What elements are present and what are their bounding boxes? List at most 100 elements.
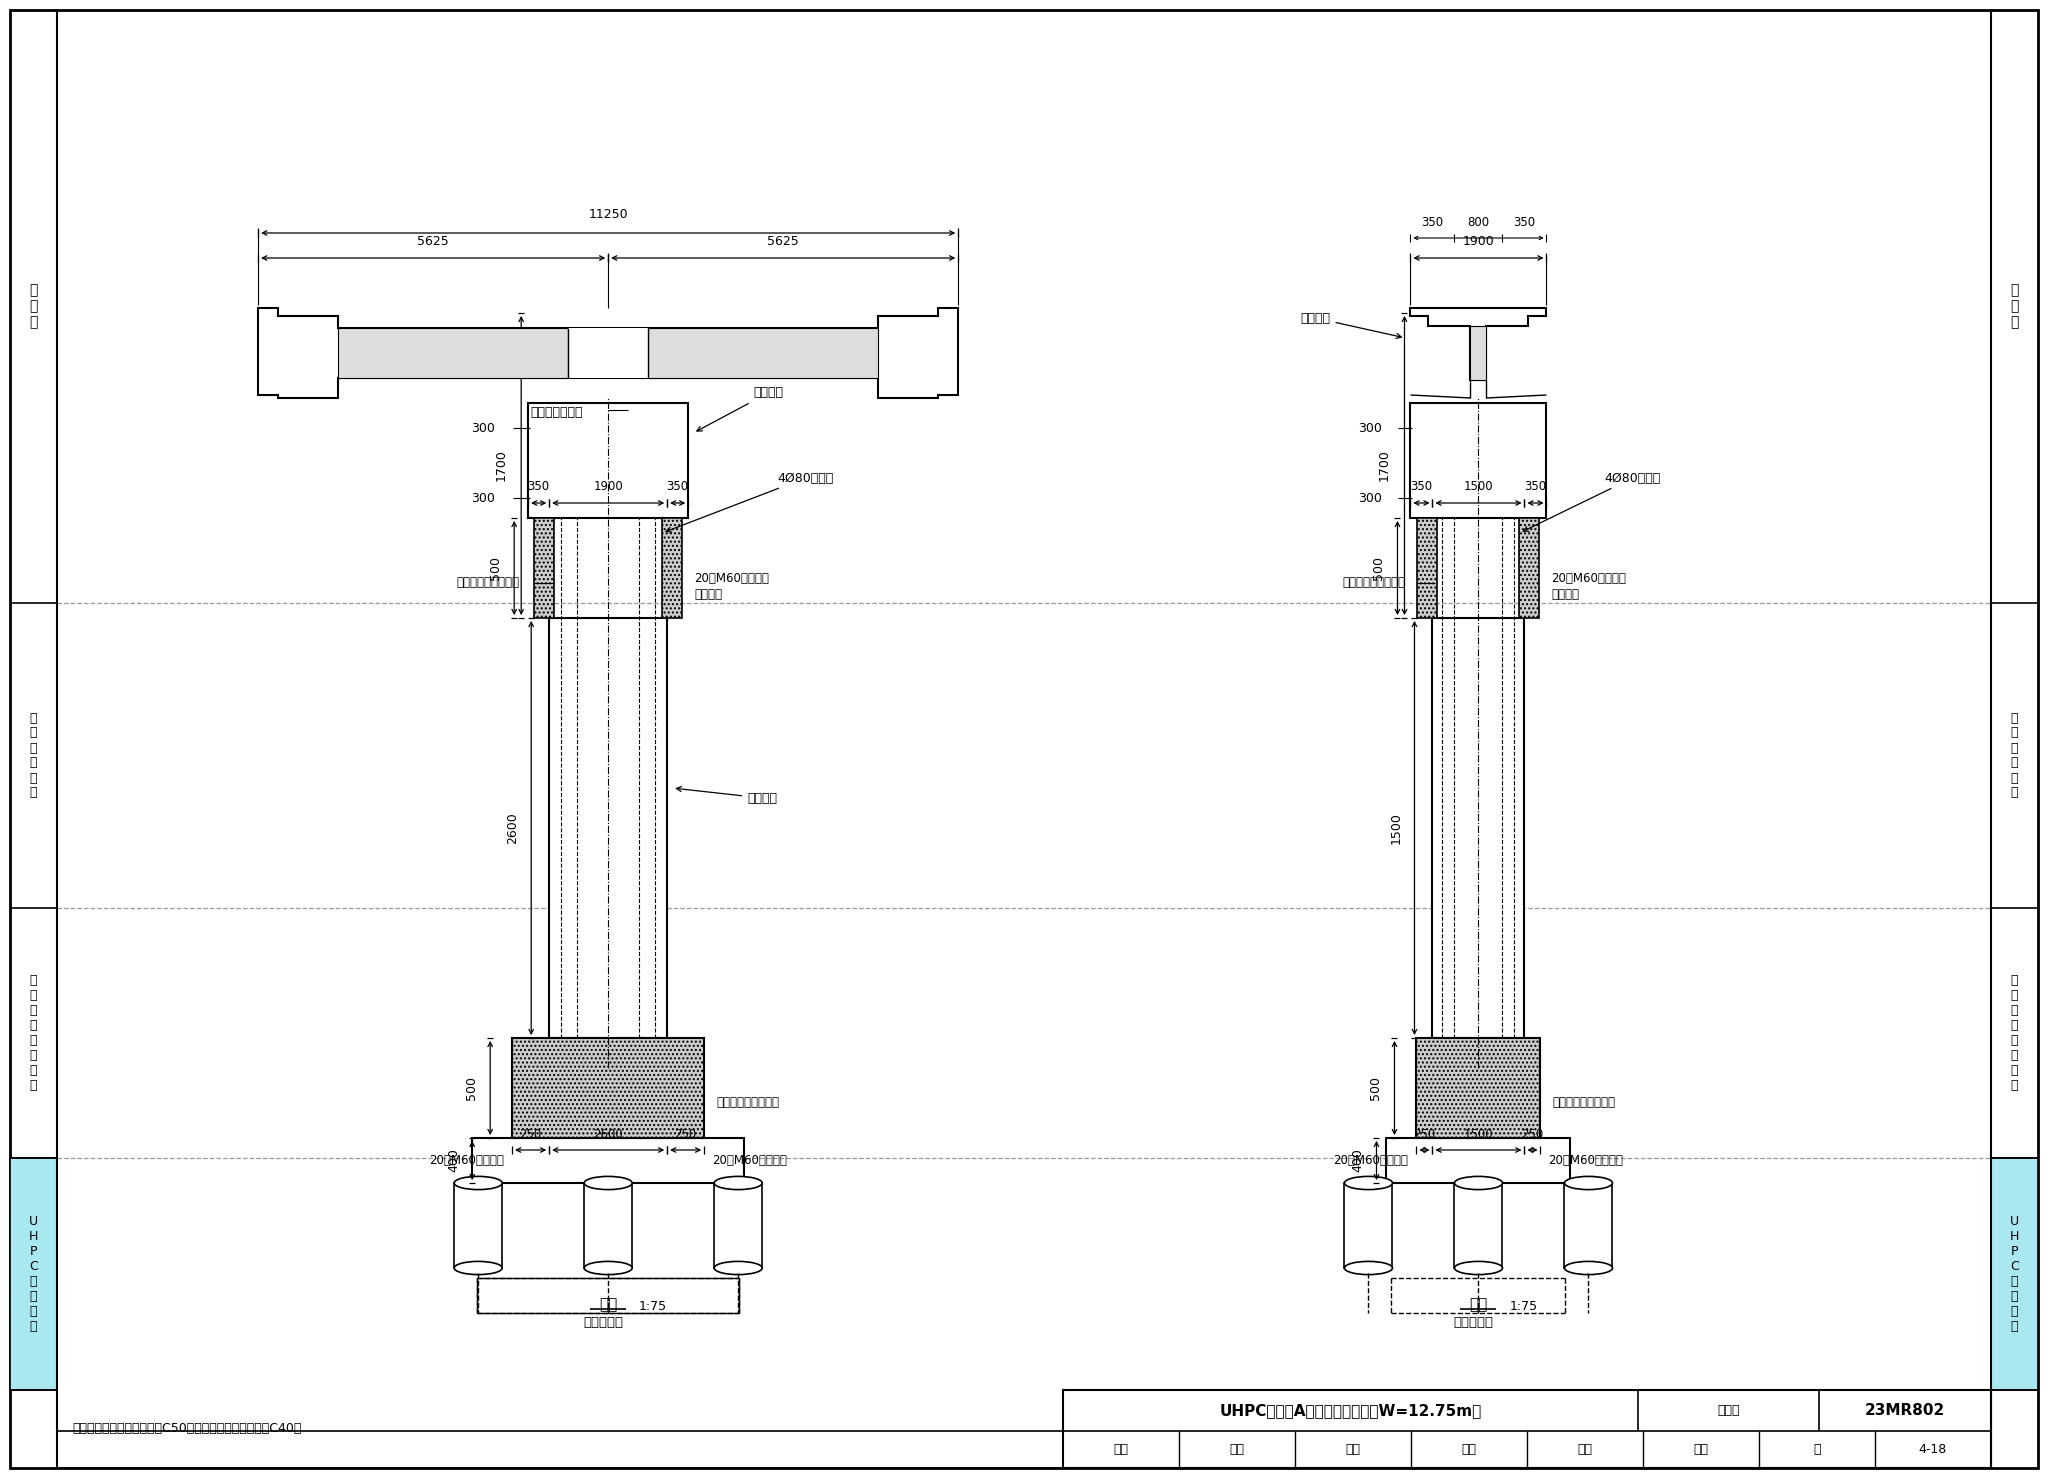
Text: 500: 500: [1372, 556, 1386, 579]
Text: 20厚M60砂浆垫层: 20厚M60砂浆垫层: [1548, 1153, 1624, 1166]
Text: 20厚M60砂浆垫层: 20厚M60砂浆垫层: [1333, 1153, 1409, 1166]
Text: 桥墩结构中心线: 桥墩结构中心线: [530, 406, 584, 420]
Text: 250: 250: [1413, 1128, 1436, 1141]
Text: 小
箱
梁: 小 箱 梁: [2011, 284, 2019, 330]
Polygon shape: [1411, 307, 1546, 380]
Bar: [1343, 1182, 1393, 1268]
Text: 350: 350: [1513, 216, 1536, 229]
Text: 苏盈: 苏盈: [1462, 1443, 1477, 1456]
Bar: [1470, 327, 1487, 380]
Bar: [1411, 403, 1546, 517]
Text: 图集号: 图集号: [1718, 1404, 1741, 1417]
Text: 套
筒
连
接
桥
墩: 套 筒 连 接 桥 墩: [2011, 711, 2017, 800]
Text: 赵鹏: 赵鹏: [1694, 1443, 1708, 1456]
Text: 2600: 2600: [594, 1128, 623, 1141]
Ellipse shape: [1454, 1261, 1503, 1274]
Text: 300: 300: [1358, 492, 1382, 504]
Text: 注：盖梁混凝土强度等级为C50，立柱混凝土强度等级为C40。: 注：盖梁混凝土强度等级为C50，立柱混凝土强度等级为C40。: [72, 1422, 301, 1435]
Bar: [1565, 1182, 1612, 1268]
Bar: [715, 1182, 762, 1268]
Text: 立面: 立面: [1468, 1298, 1487, 1312]
Text: 1500: 1500: [1464, 1128, 1493, 1141]
Ellipse shape: [1565, 1261, 1612, 1274]
Text: 500: 500: [465, 1076, 477, 1100]
Text: 250: 250: [520, 1128, 543, 1141]
Text: 500: 500: [489, 556, 502, 579]
Text: UHPC连接（A型）桥墩构造图（W=12.75m）: UHPC连接（A型）桥墩构造图（W=12.75m）: [1219, 1403, 1481, 1417]
Text: 黄虹: 黄虹: [1229, 1443, 1245, 1456]
Ellipse shape: [1454, 1176, 1503, 1190]
Text: 套
筒
连
接
桥
墩: 套 筒 连 接 桥 墩: [31, 711, 37, 800]
Text: 小
箱
梁: 小 箱 梁: [29, 284, 37, 330]
Text: 后浇超高性能混凝土: 后浇超高性能混凝土: [1552, 1097, 1616, 1110]
Text: U
H
P
C
连
接
桥
墩: U H P C 连 接 桥 墩: [2009, 1215, 2019, 1333]
Text: 预制盖梁: 预制盖梁: [1300, 312, 1401, 338]
Text: 400: 400: [446, 1148, 461, 1172]
Text: 20厚M60砂浆垫层: 20厚M60砂浆垫层: [694, 572, 770, 584]
Bar: [10, 1157, 57, 1389]
Polygon shape: [258, 307, 958, 398]
Polygon shape: [647, 328, 879, 378]
Text: 1500: 1500: [1389, 811, 1403, 844]
Text: 4Ø80注浆管: 4Ø80注浆管: [1524, 471, 1661, 531]
Text: 1500: 1500: [1464, 480, 1493, 494]
Text: 300: 300: [471, 492, 496, 504]
Text: 5625: 5625: [768, 235, 799, 248]
Text: 后浇超高性能混凝土: 后浇超高性能混凝土: [457, 576, 520, 590]
Bar: [1386, 1138, 1571, 1182]
Text: 后浇超高性能混凝土: 后浇超高性能混凝土: [1343, 576, 1405, 590]
Text: 350: 350: [528, 480, 549, 494]
Text: 设计: 设计: [1577, 1443, 1593, 1456]
Bar: [1991, 1157, 2038, 1389]
Bar: [512, 1038, 705, 1138]
Text: 350: 350: [668, 480, 688, 494]
Text: 审核: 审核: [1114, 1443, 1128, 1456]
Text: 350: 350: [1411, 480, 1432, 494]
Ellipse shape: [1343, 1176, 1393, 1190]
Ellipse shape: [1343, 1261, 1393, 1274]
Bar: [549, 618, 668, 1038]
Text: 23MR802: 23MR802: [1866, 1403, 1946, 1417]
Text: 预制立柱: 预制立柱: [676, 786, 776, 804]
Text: 立面: 立面: [600, 1298, 616, 1312]
Text: 预制盖梁: 预制盖梁: [696, 387, 782, 432]
Text: 500: 500: [1370, 1076, 1382, 1100]
Text: 11250: 11250: [588, 208, 629, 222]
Bar: [1432, 618, 1524, 1038]
Polygon shape: [338, 328, 567, 378]
Bar: [528, 403, 688, 517]
Ellipse shape: [584, 1261, 633, 1274]
Bar: [473, 1138, 743, 1182]
Bar: [1520, 517, 1540, 618]
Text: 400: 400: [1352, 1148, 1364, 1172]
Text: 300: 300: [1358, 421, 1382, 435]
Text: 1700: 1700: [1378, 449, 1391, 482]
Text: 250: 250: [674, 1128, 696, 1141]
Text: 1:75: 1:75: [639, 1301, 668, 1314]
Text: 校对: 校对: [1346, 1443, 1360, 1456]
Ellipse shape: [584, 1176, 633, 1190]
Ellipse shape: [715, 1261, 762, 1274]
Text: 波
纹
钢
管
连
接
桥
墩: 波 纹 钢 管 连 接 桥 墩: [2011, 974, 2017, 1092]
Bar: [535, 517, 555, 618]
Polygon shape: [567, 328, 647, 378]
Text: 350: 350: [1421, 216, 1444, 229]
Ellipse shape: [455, 1261, 502, 1274]
Text: 5625: 5625: [418, 235, 449, 248]
Text: 1700: 1700: [494, 449, 508, 482]
Text: （横桥向）: （横桥向）: [584, 1317, 623, 1330]
Ellipse shape: [1565, 1176, 1612, 1190]
Bar: [1417, 517, 1438, 618]
Bar: [455, 1182, 502, 1268]
Text: 调节垫块: 调节垫块: [694, 587, 723, 600]
Ellipse shape: [715, 1176, 762, 1190]
Text: 250: 250: [1522, 1128, 1544, 1141]
Text: 20厚M60砂浆垫层: 20厚M60砂浆垫层: [430, 1153, 504, 1166]
Bar: [1454, 1182, 1503, 1268]
Text: 波
纹
钢
管
连
接
桥
墩: 波 纹 钢 管 连 接 桥 墩: [31, 974, 37, 1092]
Text: 后浇超高性能混凝土: 后浇超高性能混凝土: [717, 1097, 778, 1110]
Bar: [1417, 1038, 1540, 1138]
Text: 1900: 1900: [1462, 235, 1495, 248]
Text: 1:75: 1:75: [1509, 1301, 1538, 1314]
Text: U
H
P
C
连
接
桥
墩: U H P C 连 接 桥 墩: [29, 1215, 39, 1333]
